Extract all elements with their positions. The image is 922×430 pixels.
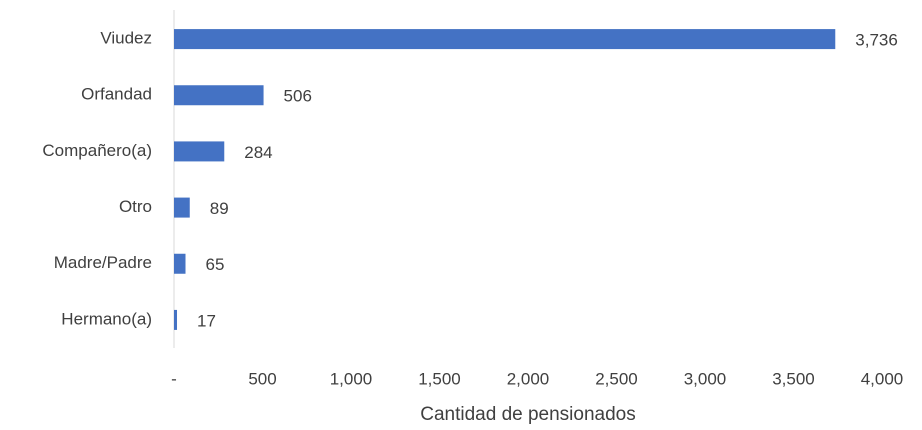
y-tick-label: Hermano(a) [61, 309, 152, 328]
x-tick-label: 500 [248, 369, 276, 388]
bar [174, 141, 225, 162]
x-tick-label: 1,500 [418, 369, 461, 388]
value-label: 506 [284, 87, 312, 106]
y-tick-label: Madre/Padre [54, 253, 152, 272]
value-label: 284 [244, 143, 272, 162]
y-tick-label: Compañero(a) [42, 141, 152, 160]
y-tick-label: Orfandad [81, 85, 152, 104]
x-tick-label: 4,000 [861, 369, 904, 388]
value-label: 65 [206, 255, 225, 274]
x-tick-label: 3,000 [684, 369, 727, 388]
x-tick-label: 1,000 [330, 369, 373, 388]
bar [174, 197, 190, 218]
x-tick-label: 2,000 [507, 369, 550, 388]
bar [174, 253, 186, 274]
bar [174, 85, 264, 106]
x-tick-label: - [171, 369, 177, 388]
x-tick-label: 2,500 [595, 369, 638, 388]
bar [174, 309, 178, 330]
x-tick-label: 3,500 [772, 369, 815, 388]
bar [174, 29, 836, 50]
value-label: 3,736 [855, 31, 898, 50]
value-label: 89 [210, 199, 229, 218]
x-axis-title: Cantidad de pensionados [420, 404, 636, 425]
y-tick-label: Otro [119, 197, 152, 216]
value-label: 17 [197, 311, 216, 330]
y-tick-label: Viudez [100, 29, 152, 48]
